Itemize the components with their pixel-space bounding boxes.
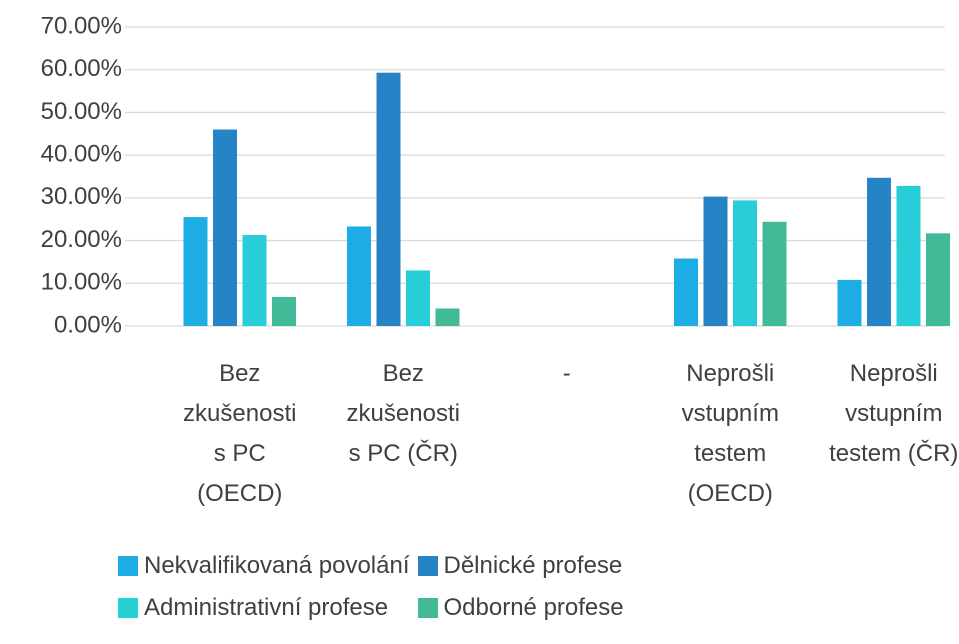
bar — [347, 226, 371, 326]
bar — [435, 308, 460, 326]
bar — [242, 235, 267, 326]
legend-swatch — [118, 556, 138, 576]
y-tick-label: 50.00% — [41, 98, 122, 125]
bar — [376, 72, 401, 326]
legend-item: Odborné profese — [417, 594, 624, 622]
x-tick-label: - — [562, 360, 571, 387]
bar — [674, 258, 698, 326]
legend-label: Dělnické profese — [443, 552, 623, 579]
x-tick-label: Neprošli vstupním testem (ČR) — [829, 360, 959, 467]
bar — [272, 296, 296, 326]
bar — [183, 217, 208, 326]
x-tick-label: Bez zkušenosti s PC (OECD) — [183, 360, 297, 507]
bar — [867, 177, 891, 326]
bar — [733, 200, 757, 326]
bar — [762, 221, 787, 326]
legend-item: Administrativní profese — [118, 594, 410, 622]
y-tick-label: 70.00% — [41, 12, 122, 39]
bar — [837, 279, 862, 326]
legend-item: Nekvalifikovaná povolání — [118, 552, 410, 580]
y-tick-label: 40.00% — [41, 140, 122, 167]
bar — [406, 270, 430, 326]
legend-label: Nekvalifikovaná povolání — [144, 552, 410, 579]
bar — [896, 185, 921, 326]
legend-label: Odborné profese — [443, 594, 624, 621]
y-tick-label: 30.00% — [41, 183, 122, 210]
legend-item: Dělnické profese — [417, 552, 624, 580]
bar — [213, 129, 237, 326]
legend-swatch — [417, 598, 438, 618]
bar — [703, 196, 728, 326]
y-tick-label: 20.00% — [41, 226, 122, 253]
x-tick-label: Neprošli vstupním testem (OECD) — [681, 360, 779, 507]
x-tick-label: Bez zkušenosti s PC (ČR) — [346, 360, 460, 467]
bar — [926, 233, 950, 326]
y-tick-label: 10.00% — [41, 269, 122, 296]
y-tick-label: 0.00% — [54, 311, 122, 338]
legend-swatch — [118, 598, 138, 618]
legend-swatch — [417, 556, 438, 576]
legend: Nekvalifikovaná povolání Dělnické profese… — [118, 552, 624, 622]
legend-label: Administrativní profese — [144, 594, 389, 621]
y-tick-label: 60.00% — [41, 55, 122, 82]
